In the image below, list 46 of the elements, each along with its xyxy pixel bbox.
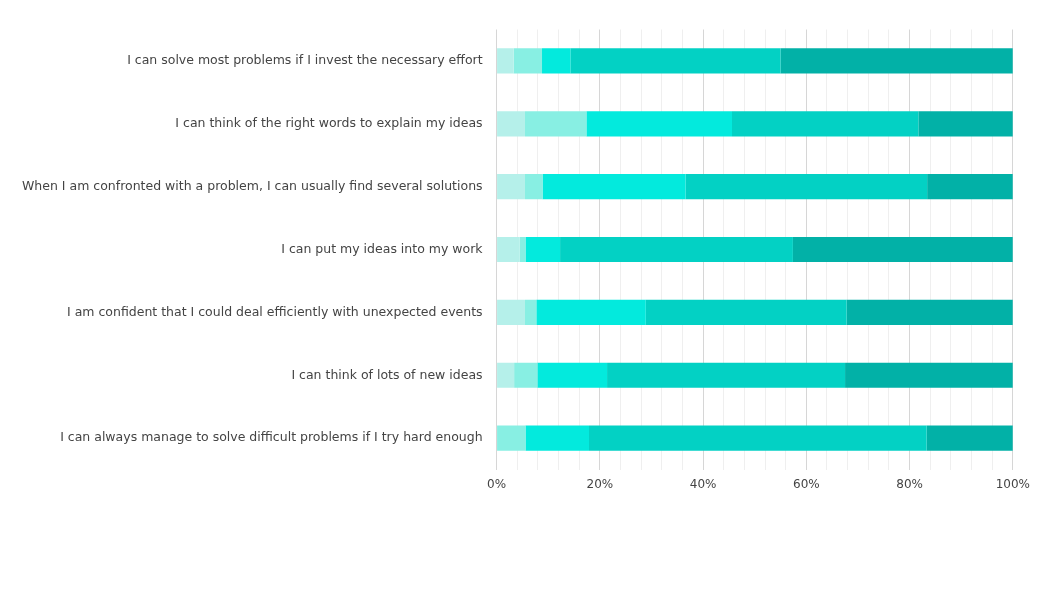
bar [524, 299, 537, 325]
bar [570, 48, 781, 74]
bar [497, 111, 525, 137]
bar [560, 236, 793, 263]
bar [497, 236, 520, 263]
bar [607, 362, 846, 388]
bar [542, 174, 686, 200]
bar [524, 174, 543, 200]
x-tick-label: 0% [487, 476, 507, 491]
bar [780, 48, 1013, 74]
bar [586, 111, 732, 137]
bar [525, 236, 561, 263]
bar [845, 362, 1013, 388]
bar [497, 174, 525, 200]
y-tick-label: I can solve most problems if I invest the necessary effort [127, 52, 483, 68]
bar [645, 299, 847, 325]
y-tick-label: When I am confronted with a problem, I can usually find several solutions [21, 177, 483, 193]
x-tick-label: 100% [995, 476, 1030, 491]
y-tick-label: I can think of the right words to explain my ideas [175, 115, 483, 131]
y-tick-label: I am confident that I could deal efficiently with unexpected events [67, 303, 483, 319]
bar [514, 362, 538, 388]
bar [525, 425, 589, 451]
bar [918, 111, 1013, 137]
bar [513, 48, 543, 74]
y-tick-label: I can think of lots of new ideas [291, 366, 483, 382]
bar [524, 111, 587, 137]
x-tick-label: 20% [586, 476, 614, 491]
bar [536, 299, 646, 325]
bar [685, 174, 928, 200]
bar [792, 236, 1013, 263]
bar [537, 362, 608, 388]
bar [732, 111, 919, 137]
x-tick-label: 40% [689, 476, 717, 491]
bar [927, 174, 1013, 200]
bar [497, 362, 515, 388]
bar [846, 299, 1013, 325]
y-tick-label: I can put my ideas into my work [281, 240, 484, 256]
bar [926, 425, 1013, 451]
bar [542, 48, 571, 74]
y-tick-label: I can always manage to solve difficult problems if I try hard enough [60, 429, 483, 445]
bar [497, 299, 525, 325]
x-tick-label: 60% [793, 476, 820, 491]
bar [497, 425, 526, 451]
bar [497, 48, 514, 74]
bar [589, 425, 927, 451]
x-tick-label: 80% [896, 476, 923, 491]
